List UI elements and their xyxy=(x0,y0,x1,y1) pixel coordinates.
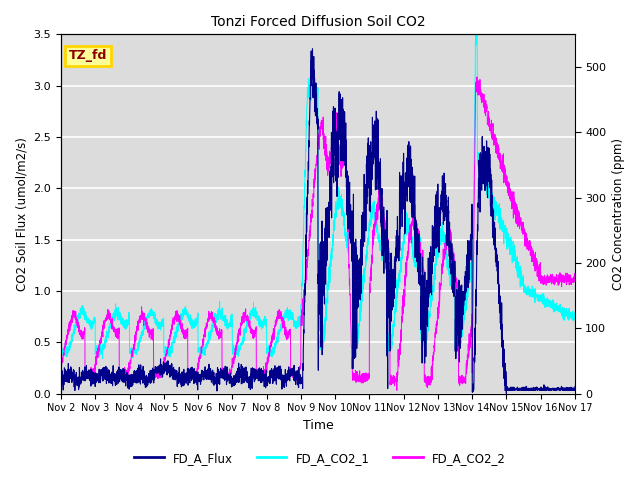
Text: TZ_fd: TZ_fd xyxy=(68,49,107,62)
Y-axis label: CO2 Soil Flux (umol/m2/s): CO2 Soil Flux (umol/m2/s) xyxy=(15,137,28,291)
Legend: FD_A_Flux, FD_A_CO2_1, FD_A_CO2_2: FD_A_Flux, FD_A_CO2_1, FD_A_CO2_2 xyxy=(129,447,511,469)
X-axis label: Time: Time xyxy=(303,419,333,432)
Title: Tonzi Forced Diffusion Soil CO2: Tonzi Forced Diffusion Soil CO2 xyxy=(211,15,425,29)
Y-axis label: CO2 Concentration (ppm): CO2 Concentration (ppm) xyxy=(612,138,625,290)
